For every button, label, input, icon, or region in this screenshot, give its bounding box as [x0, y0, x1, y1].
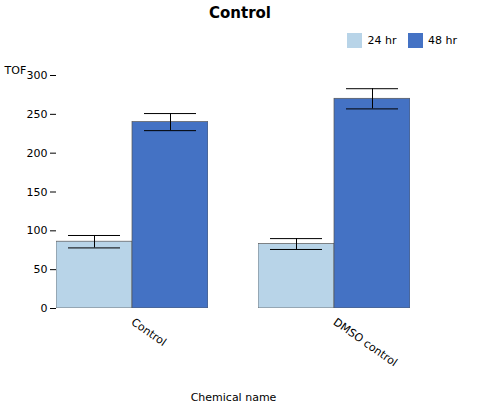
svg-text:100: 100 — [27, 224, 48, 237]
svg-text:150: 150 — [27, 185, 48, 198]
svg-text:Chemical name: Chemical name — [191, 390, 277, 403]
html-text:48 hr: 48 hr — [428, 34, 457, 47]
svg-text:TOF: TOF — [4, 64, 27, 77]
svg-text:Control: Control — [129, 315, 169, 348]
svg-text:50: 50 — [34, 263, 48, 276]
svg-text:0: 0 — [41, 302, 48, 315]
svg-text:250: 250 — [27, 107, 48, 120]
svg-text:200: 200 — [27, 146, 48, 159]
html-text:Control: Control — [209, 4, 271, 22]
svg-text:DMSO control: DMSO control — [331, 315, 400, 369]
svg-text:300: 300 — [27, 69, 48, 82]
html-text:24 hr: 24 hr — [367, 34, 397, 47]
